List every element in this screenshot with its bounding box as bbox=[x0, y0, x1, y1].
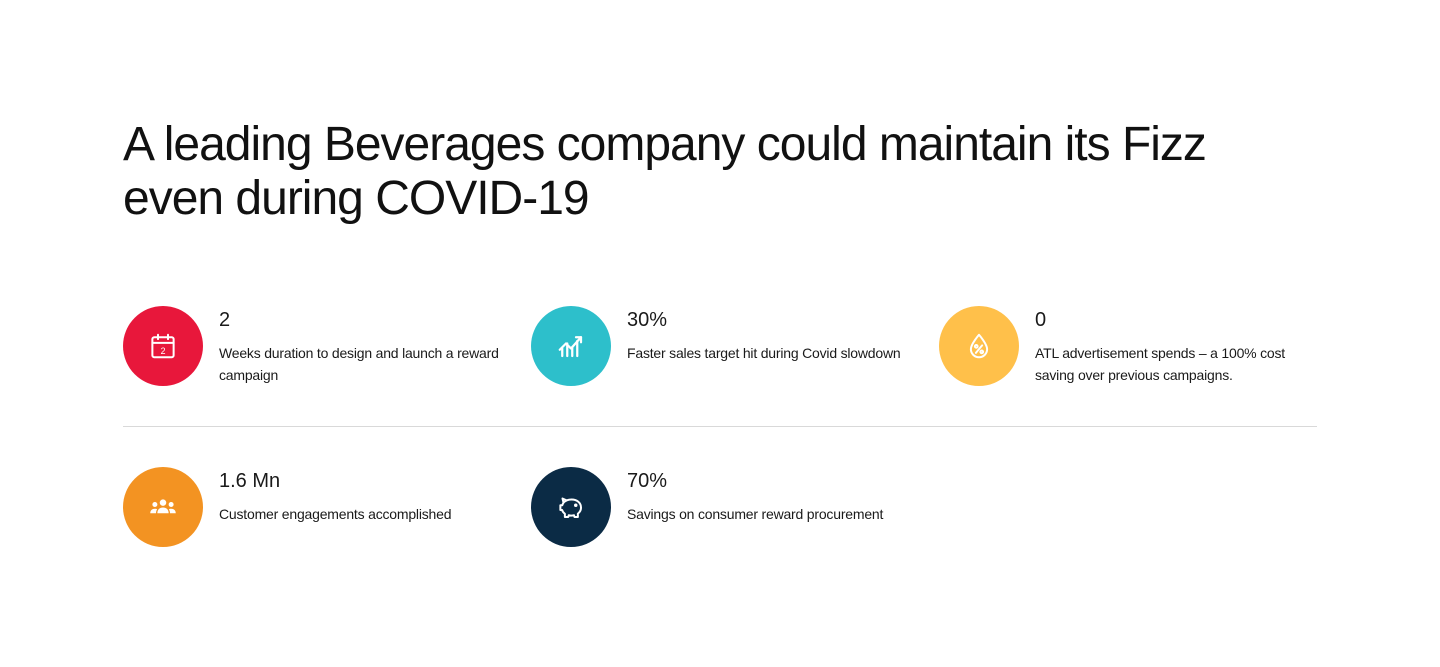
piggy-bank-icon bbox=[559, 497, 582, 518]
stat-description: Faster sales target hit during Covid slo… bbox=[627, 345, 901, 361]
stat-icon-circle: 2 bbox=[123, 306, 203, 386]
stat-icon-circle bbox=[531, 467, 611, 547]
stat-icon-circle bbox=[939, 306, 1019, 386]
percent-drop-icon bbox=[969, 333, 989, 359]
stat-description: Savings on consumer reward procurement bbox=[627, 506, 884, 522]
stat-item: 70% Savings on consumer reward procureme… bbox=[531, 467, 931, 547]
stat-item: 2 2 Weeks duration to design and launch … bbox=[123, 306, 523, 386]
stat-description: Customer engagements accomplished bbox=[219, 506, 452, 522]
stat-icon-circle bbox=[531, 306, 611, 386]
stat-icon-circle bbox=[123, 467, 203, 547]
divider bbox=[123, 426, 1317, 427]
stats-row: 2 2 Weeks duration to design and launch … bbox=[123, 306, 1317, 386]
stat-value: 1.6 Mn bbox=[219, 470, 281, 492]
stat-item: 0 ATL advertisement spends – a 100% cost… bbox=[939, 306, 1339, 386]
stat-item: 1.6 Mn Customer engagements accomplished bbox=[123, 467, 523, 547]
stat-value: 2 bbox=[219, 309, 231, 331]
stat-description: ATL advertisement spends – a 100% cost s… bbox=[1035, 345, 1285, 383]
sales-growth-icon bbox=[558, 336, 583, 358]
stat-item: 30% Faster sales target hit during Covid… bbox=[531, 306, 931, 386]
stats-row: 1.6 Mn Customer engagements accomplished… bbox=[123, 467, 1317, 547]
calendar-day: 2 bbox=[161, 346, 166, 356]
stat-description: Weeks duration to design and launch a re… bbox=[219, 345, 499, 383]
people-group-icon bbox=[150, 499, 176, 514]
page-title: A leading Beverages company could mainta… bbox=[123, 118, 1207, 225]
stat-value: 0 bbox=[1035, 309, 1047, 331]
stat-value: 30% bbox=[627, 309, 668, 331]
stat-value: 70% bbox=[627, 470, 668, 492]
calendar-icon: 2 bbox=[151, 333, 175, 359]
